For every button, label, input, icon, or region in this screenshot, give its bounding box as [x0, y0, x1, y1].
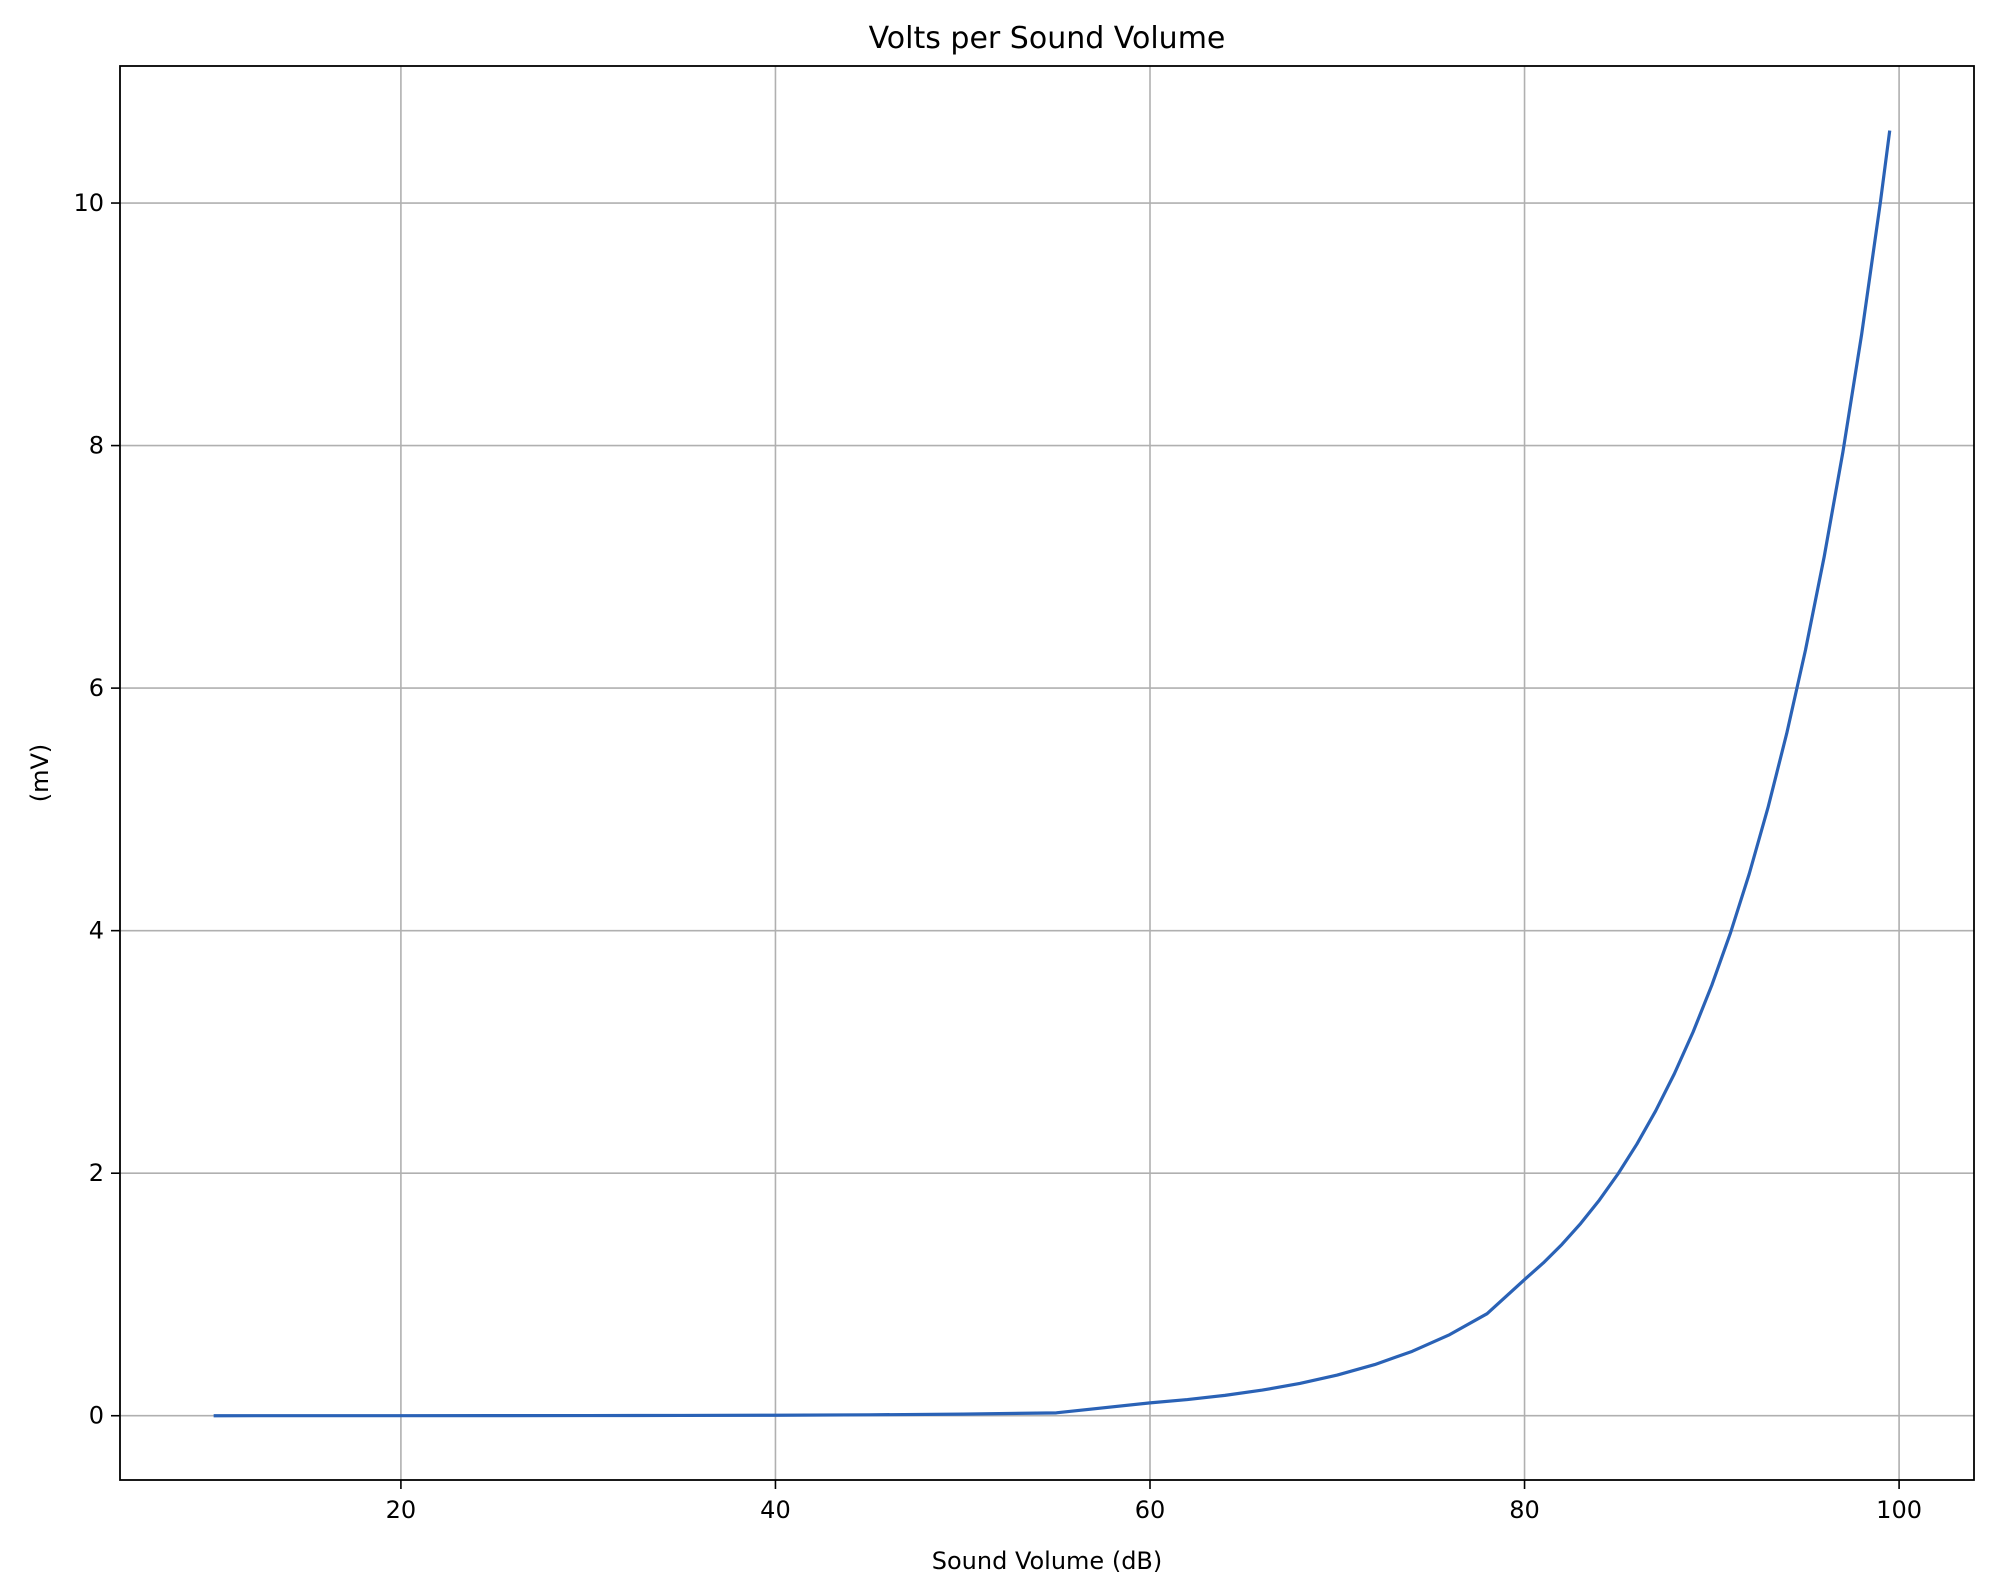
- x-tick-label: 100: [1876, 1496, 1922, 1524]
- y-tick-label: 6: [89, 674, 104, 702]
- y-tick-label: 10: [73, 189, 104, 217]
- x-axis-label: Sound Volume (dB): [932, 1547, 1163, 1575]
- plot-frame: [119, 65, 1975, 1481]
- series-line: [213, 130, 1892, 1418]
- x-tick-label: 20: [386, 1496, 417, 1524]
- y-tick-label: 0: [89, 1402, 104, 1430]
- grid-lines: [120, 66, 1974, 1480]
- x-tick-label: 40: [760, 1496, 791, 1524]
- chart-title: Volts per Sound Volume: [869, 21, 1226, 56]
- y-tick-label: 2: [89, 1159, 104, 1187]
- series-layer: [213, 130, 1892, 1418]
- y-axis-label: (mV): [26, 744, 54, 803]
- x-tick-label: 60: [1135, 1496, 1166, 1524]
- axis-ticks: 20 40 60 80 100 0 2 4 6 8 10: [73, 189, 1922, 1524]
- y-tick-label: 8: [89, 432, 104, 460]
- y-tick-label: 4: [89, 917, 104, 945]
- x-tick-label: 80: [1509, 1496, 1540, 1524]
